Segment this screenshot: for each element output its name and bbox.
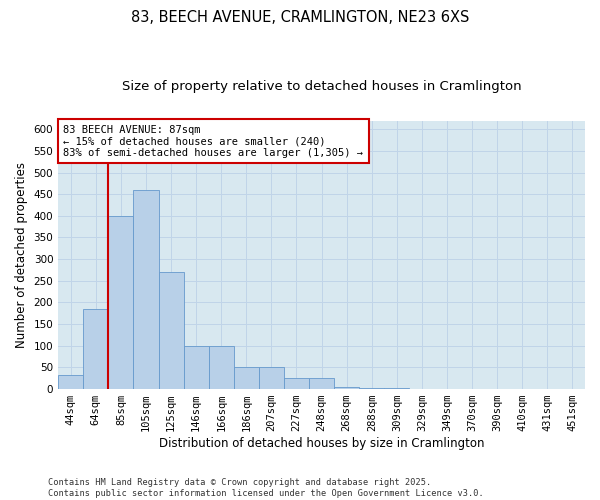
Bar xyxy=(259,368,284,389)
Bar xyxy=(133,190,158,389)
Text: 83, BEECH AVENUE, CRAMLINGTON, NE23 6XS: 83, BEECH AVENUE, CRAMLINGTON, NE23 6XS xyxy=(131,10,469,25)
Bar xyxy=(334,387,359,389)
X-axis label: Distribution of detached houses by size in Cramlington: Distribution of detached houses by size … xyxy=(159,437,484,450)
Bar xyxy=(385,388,409,389)
Bar xyxy=(109,216,133,389)
Bar xyxy=(209,346,234,389)
Bar xyxy=(184,346,209,389)
Text: 83 BEECH AVENUE: 87sqm
← 15% of detached houses are smaller (240)
83% of semi-de: 83 BEECH AVENUE: 87sqm ← 15% of detached… xyxy=(64,124,364,158)
Bar xyxy=(58,375,83,389)
Bar xyxy=(158,272,184,389)
Bar xyxy=(359,388,385,389)
Bar xyxy=(284,378,309,389)
Title: Size of property relative to detached houses in Cramlington: Size of property relative to detached ho… xyxy=(122,80,521,93)
Text: Contains HM Land Registry data © Crown copyright and database right 2025.
Contai: Contains HM Land Registry data © Crown c… xyxy=(48,478,484,498)
Bar xyxy=(309,378,334,389)
Bar xyxy=(234,368,259,389)
Bar xyxy=(83,309,109,389)
Y-axis label: Number of detached properties: Number of detached properties xyxy=(15,162,28,348)
